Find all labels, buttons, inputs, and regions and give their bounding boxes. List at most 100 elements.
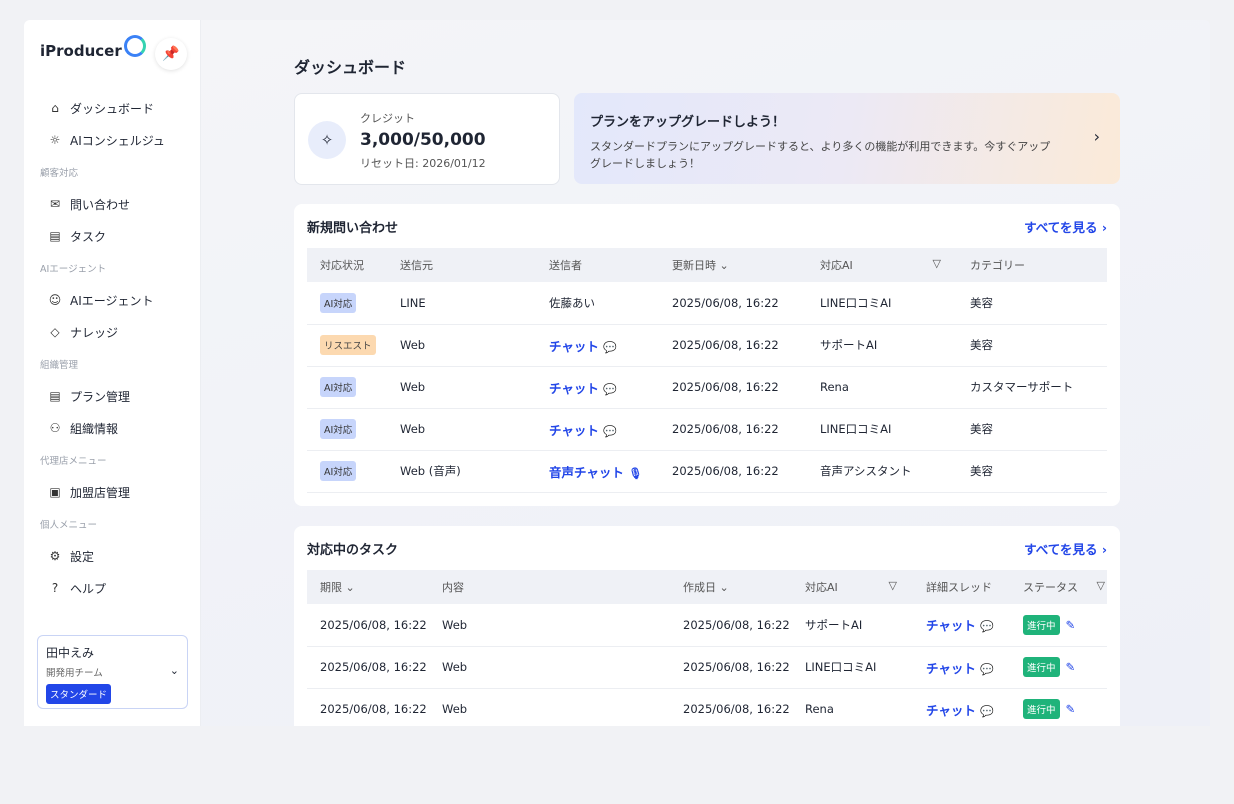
column-header: カテゴリー — [957, 248, 1107, 282]
column-label: 作成日 — [683, 581, 716, 594]
filter-icon: ▽ — [1096, 579, 1105, 592]
category-cell: 美容 — [957, 450, 1107, 493]
sidebar-item[interactable]: ▤ プラン管理 — [24, 380, 200, 412]
date-cell: 2025/06/08, 16:22 — [659, 282, 807, 325]
agent-cell: Rena — [807, 366, 957, 409]
agent-cell: LINE口コミAI — [807, 282, 957, 325]
sort-chevron-icon: ⌄ — [345, 581, 355, 594]
upgrade-banner[interactable]: プランをアップグレードしよう！ スタンダードプランにアップグレードすると、より多… — [574, 93, 1120, 184]
help-circle-icon: ? — [51, 581, 59, 595]
inquiries-title: 新規問い合わせ — [307, 220, 399, 236]
sidebar-item[interactable]: ✉ 問い合わせ — [24, 188, 200, 220]
column-header[interactable]: ステータス ▽ — [1010, 570, 1107, 604]
sidebar-section-title: 顧客対応 — [40, 168, 79, 179]
date-cell: 2025/06/08, 16:22 — [659, 324, 807, 367]
chevron-down-icon: ⌄ — [169, 664, 179, 677]
created-cell: 2025/06/08, 16:22 — [670, 646, 792, 689]
sidebar-item[interactable]: ? ヘルプ — [24, 572, 200, 604]
status-badge: 進行中 — [1023, 657, 1060, 677]
user-menu[interactable]: 田中えみ 開発用チーム スタンダード ⌄ — [37, 635, 188, 709]
column-header: 詳細スレッド — [913, 570, 1010, 604]
table-row[interactable]: 2025/06/08, 16:22 Web 2025/06/08, 16:22 … — [307, 604, 1107, 647]
users-icon: ⚇ — [49, 421, 61, 435]
column-header[interactable]: 対応AI ▽ — [807, 248, 957, 282]
inquiries-card: 新規問い合わせ すべてを見る › 対応状況 送信元 送信者 更新日時 ⌄ 対応AI ▽ カテゴ… — [294, 204, 1120, 506]
sidebar-item-label: 組織情報 — [70, 421, 119, 436]
filter-icon: ▽ — [932, 257, 941, 270]
sidebar-section-title: 代理店メニュー — [40, 456, 107, 467]
agent-cell: Rena — [792, 688, 913, 726]
sidebar-item[interactable]: ⚙ 設定 — [24, 540, 200, 572]
agent-cell: LINE口コミAI — [792, 646, 913, 689]
sidebar-item[interactable]: ☺ AIエージェント — [24, 284, 200, 316]
thread-link[interactable]: チャット 💬 — [926, 703, 994, 718]
edit-pencil-icon[interactable]: ✎ — [1065, 660, 1076, 674]
category-cell: 美容 — [957, 408, 1107, 451]
sidebar-item[interactable]: ▣ 加盟店管理 — [24, 476, 200, 508]
column-header: 送信者 — [536, 248, 659, 282]
pin-icon: 📌 — [162, 46, 180, 62]
table-row[interactable]: AI対応 Web (音声) 音声チャット 🎙 2025/06/08, 16:22… — [307, 450, 1107, 493]
column-header[interactable]: 期限 ⌄ — [307, 570, 429, 604]
user-name: 田中えみ — [46, 646, 95, 660]
sender-label: チャット — [549, 380, 599, 396]
column-label: 送信者 — [549, 259, 582, 272]
user-team: 開発用チーム — [46, 668, 103, 679]
table-row[interactable]: AI対応 LINE 佐藤あい 2025/06/08, 16:22 LINE口コミ… — [307, 282, 1107, 325]
app-window: iProducer 📌 ⌂ ダッシュボード ☼ AIコンシェルジュ顧客対応 ✉ 問い合わせ… — [24, 20, 1210, 726]
sender-link[interactable]: 音声チャット 🎙 — [549, 465, 642, 480]
thread-link[interactable]: チャット 💬 — [926, 618, 994, 633]
chat-bubble-icon: 💬 — [603, 382, 617, 396]
gear-icon: ⚙ — [49, 549, 61, 563]
column-label: 内容 — [442, 581, 464, 594]
credit-reset-date: リセット日: 2026/01/12 — [360, 157, 486, 170]
column-header[interactable]: 対応AI ▽ — [792, 570, 913, 604]
table-row[interactable]: AI対応 Web チャット 💬 2025/06/08, 16:22 LINE口コ… — [307, 408, 1107, 451]
column-label: カテゴリー — [970, 259, 1025, 272]
sidebar-item[interactable]: ◇ ナレッジ — [24, 316, 200, 348]
sender-link[interactable]: チャット 💬 — [549, 339, 617, 354]
edit-pencil-icon[interactable]: ✎ — [1065, 702, 1076, 716]
sender-label: 音声チャット — [549, 464, 624, 480]
pin-sidebar-button[interactable]: 📌 — [155, 38, 187, 70]
due-cell: 2025/06/08, 16:22 — [307, 646, 429, 689]
sidebar-item[interactable]: ☼ AIコンシェルジュ — [24, 124, 200, 156]
table-row[interactable]: 2025/06/08, 16:22 Web 2025/06/08, 16:22 … — [307, 646, 1107, 689]
sort-chevron-icon: ⌄ — [719, 581, 729, 594]
chat-bubble-icon: 💬 — [603, 340, 617, 354]
sender-link[interactable]: チャット 💬 — [549, 423, 617, 438]
sidebar-section-title: 組織管理 — [40, 360, 79, 371]
sidebar-item-label: AIエージェント — [70, 293, 154, 308]
thread-link[interactable]: チャット 💬 — [926, 661, 994, 676]
sidebar-item[interactable]: ⌂ ダッシュボード — [24, 92, 200, 124]
status-badge: AI対応 — [320, 419, 357, 439]
date-cell: 2025/06/08, 16:22 — [659, 450, 807, 493]
sidebar-item[interactable]: ⚇ 組織情報 — [24, 412, 200, 444]
sender-link[interactable]: チャット 💬 — [549, 381, 617, 396]
category-cell: カスタマーサポート — [957, 366, 1107, 409]
sender-label: チャット — [549, 338, 599, 354]
column-header[interactable]: 更新日時 ⌄ — [659, 248, 807, 282]
chevron-right-icon: › — [1093, 127, 1100, 146]
chat-bubble-icon: 💬 — [980, 620, 994, 634]
column-label: 対応AI — [820, 259, 853, 272]
sidebar-item[interactable]: ▤ タスク — [24, 220, 200, 252]
column-header: 内容 — [429, 570, 670, 604]
lightbulb-icon: ☼ — [49, 133, 61, 147]
tasks-see-all-link[interactable]: すべてを見る › — [1024, 541, 1107, 557]
agent-cell: LINE口コミAI — [807, 408, 957, 451]
tasks-table: 期限 ⌄ 内容 作成日 ⌄ 対応AI ▽ 詳細スレッド ステータス ▽ 2025/06/08,… — [307, 570, 1107, 726]
sidebar-section-title: 個人メニュー — [40, 520, 98, 531]
table-row[interactable]: 2025/06/08, 16:22 Web 2025/06/08, 16:22 … — [307, 688, 1107, 726]
column-header[interactable]: 作成日 ⌄ — [670, 570, 792, 604]
credit-label: クレジット — [360, 112, 415, 125]
source-cell: Web (音声) — [387, 450, 536, 493]
column-label: 更新日時 — [672, 259, 716, 272]
edit-pencil-icon[interactable]: ✎ — [1065, 617, 1076, 632]
brand-name: iProducer — [40, 42, 122, 60]
sidebar: iProducer 📌 ⌂ ダッシュボード ☼ AIコンシェルジュ顧客対応 ✉ 問い合わせ… — [24, 20, 201, 726]
inquiries-see-all-link[interactable]: すべてを見る › — [1024, 219, 1107, 235]
table-row[interactable]: AI対応 Web チャット 💬 2025/06/08, 16:22 Rena カ… — [307, 366, 1107, 409]
table-row[interactable]: リスエスト Web チャット 💬 2025/06/08, 16:22 サポートA… — [307, 324, 1107, 367]
sender-label: チャット — [549, 422, 599, 438]
